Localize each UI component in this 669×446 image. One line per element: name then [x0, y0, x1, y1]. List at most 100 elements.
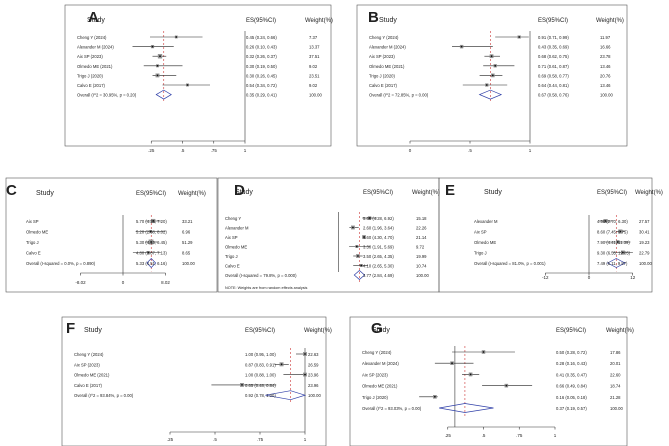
study-weight-value: 20.01 [610, 361, 621, 366]
study-point [357, 255, 359, 257]
x-tick-label: 0 [122, 280, 125, 285]
study-label: Cheng Y (2024) [74, 352, 104, 357]
panel-frame [61, 316, 327, 446]
x-tick-label: 8.02 [161, 280, 170, 285]
header-es: ES(95%CI) [597, 190, 627, 196]
study-point [482, 351, 485, 353]
x-tick-label: .5 [482, 433, 486, 438]
study-label: Olmedo ME (2021) [74, 373, 110, 378]
forest-panel-b: B Study ES(95%CI) Weight(%) Cheng Y (2024) 0.… [356, 4, 628, 153]
study-es-value: 0.16 (0.05, 0.18) [556, 395, 587, 400]
study-weight-value: 51.29 [182, 240, 193, 245]
study-label: Olmedo ME (2021) [369, 64, 405, 69]
study-weight-value: 16.66 [600, 45, 611, 50]
overall-weight-value: 100.00 [639, 261, 652, 266]
study-es-value: 5.60 (4.28, 6.92) [363, 216, 394, 221]
study-point [156, 74, 159, 77]
overall-es-value: 0.92 (0.78, 1.00) [245, 393, 276, 398]
study-label: Aix SP (2023) [77, 54, 103, 59]
study-weight-value: 33.21 [182, 219, 193, 224]
panel-letter: C [6, 182, 17, 199]
study-point [159, 55, 161, 58]
x-tick-label: .25 [167, 437, 174, 442]
study-weight-value: 26.59 [308, 362, 319, 367]
overall-es-value: 0.35 (0.29, 0.41) [246, 93, 277, 98]
study-point [175, 36, 178, 38]
header-study: Study [379, 17, 397, 24]
overall-label: Overall (I-squared = 0.0%, p = 0.890) [26, 261, 96, 266]
study-point [505, 384, 508, 387]
header-weight: Weight(%) [305, 18, 333, 24]
study-es-value: 2.60 (1.96, 3.64) [363, 226, 394, 231]
study-point [360, 264, 363, 267]
header-study: Study [84, 327, 102, 334]
study-es-value: 0.30 (0.19, 0.50) [246, 64, 277, 69]
study-point [152, 220, 155, 222]
x-tick-label: .75 [516, 433, 523, 438]
study-point [150, 241, 152, 243]
x-tick-label: .25 [148, 148, 155, 153]
overall-es-value: 0.37 (0.19, 0.57) [556, 406, 587, 411]
study-point [363, 236, 365, 238]
panel-letter: D [234, 182, 245, 199]
study-es-value: 4.80 (1.87, 7.13) [136, 251, 167, 256]
x-tick-label: 1 [529, 148, 532, 153]
header-es: ES(95%CI) [363, 190, 393, 196]
panel-note: NOTE: Weights are from random effects an… [225, 286, 307, 290]
study-es-value: 0.87 (0.83, 0.91) [245, 362, 276, 367]
study-weight-value: 9.72 [416, 245, 425, 250]
overall-label: Overall (I^2 = 30.95%, p = 0.20) [77, 93, 137, 98]
study-es-value: 0.69 (0.58, 0.77) [538, 73, 569, 78]
study-label: Calvo E (2017) [77, 83, 106, 88]
study-es-value: 0.26 (0.10, 0.43) [246, 45, 277, 50]
study-weight-value: 8.65 [182, 251, 191, 256]
study-es-value: 0.91 (0.71, 0.99) [538, 35, 569, 40]
study-weight-value: 19.99 [416, 254, 427, 259]
header-weight: Weight(%) [304, 328, 332, 334]
study-weight-value: 18.74 [610, 384, 621, 389]
study-label: Cheng Y (2024) [362, 350, 392, 355]
overall-label: Overall (I^2 = 93.03%, p = 0.00) [362, 406, 422, 411]
study-es-value: 0.66 (0.49, 0.84) [556, 384, 587, 389]
study-label: Trigo J (2020) [369, 73, 396, 78]
study-weight-value: 19.23 [639, 240, 650, 245]
study-label: Olmedo ME [474, 240, 496, 245]
x-tick-label: .5 [468, 148, 472, 153]
overall-diamond [353, 270, 366, 280]
panel-letter: G [371, 320, 383, 337]
overall-diamond [155, 89, 172, 100]
study-label: Aix SP [474, 230, 487, 235]
study-point [149, 230, 152, 233]
study-label: Aix SP (2023) [74, 362, 100, 367]
study-point [156, 64, 159, 67]
header-study: Study [87, 17, 105, 24]
x-tick-label: .25 [445, 433, 452, 438]
study-point [186, 84, 189, 86]
study-es-value: 8.60 (7.45, 9.75) [597, 230, 628, 235]
study-es-value: 0.50 (0.28, 0.72) [556, 350, 587, 355]
study-point [621, 251, 624, 254]
header-es: ES(95%CI) [246, 18, 276, 24]
study-point [368, 217, 371, 219]
study-label: Alexander M [225, 226, 249, 231]
header-es: ES(95%CI) [538, 18, 568, 24]
header-study: Study [372, 327, 390, 334]
overall-label: Overall (I-squared = 81.0%, p = 0.001) [474, 261, 546, 266]
forest-panel-c: C Study ES(95%CI) Weight(%) Aix SP 5.70 (4.20… [5, 177, 218, 293]
overall-weight-value: 100.00 [416, 273, 429, 278]
study-label: Calvo E [225, 264, 240, 269]
study-label: Aix SP [225, 235, 238, 240]
panel-letter: F [66, 320, 75, 337]
overall-diamond [146, 257, 157, 269]
study-label: Alexander M (2024) [362, 361, 399, 366]
study-point [451, 362, 453, 365]
study-label: Trigo J (2020) [77, 73, 104, 78]
study-es-value: 9.30 (6.55, 12.05) [597, 251, 631, 256]
study-es-value: 0.54 (0.34, 0.72) [246, 83, 277, 88]
x-tick-label: .75 [257, 437, 264, 442]
study-es-value: 3.50 (2.65, 4.35) [363, 254, 394, 259]
study-es-value: 0.45 (0.24, 0.66) [246, 35, 277, 40]
panel-letter: A [88, 9, 99, 26]
